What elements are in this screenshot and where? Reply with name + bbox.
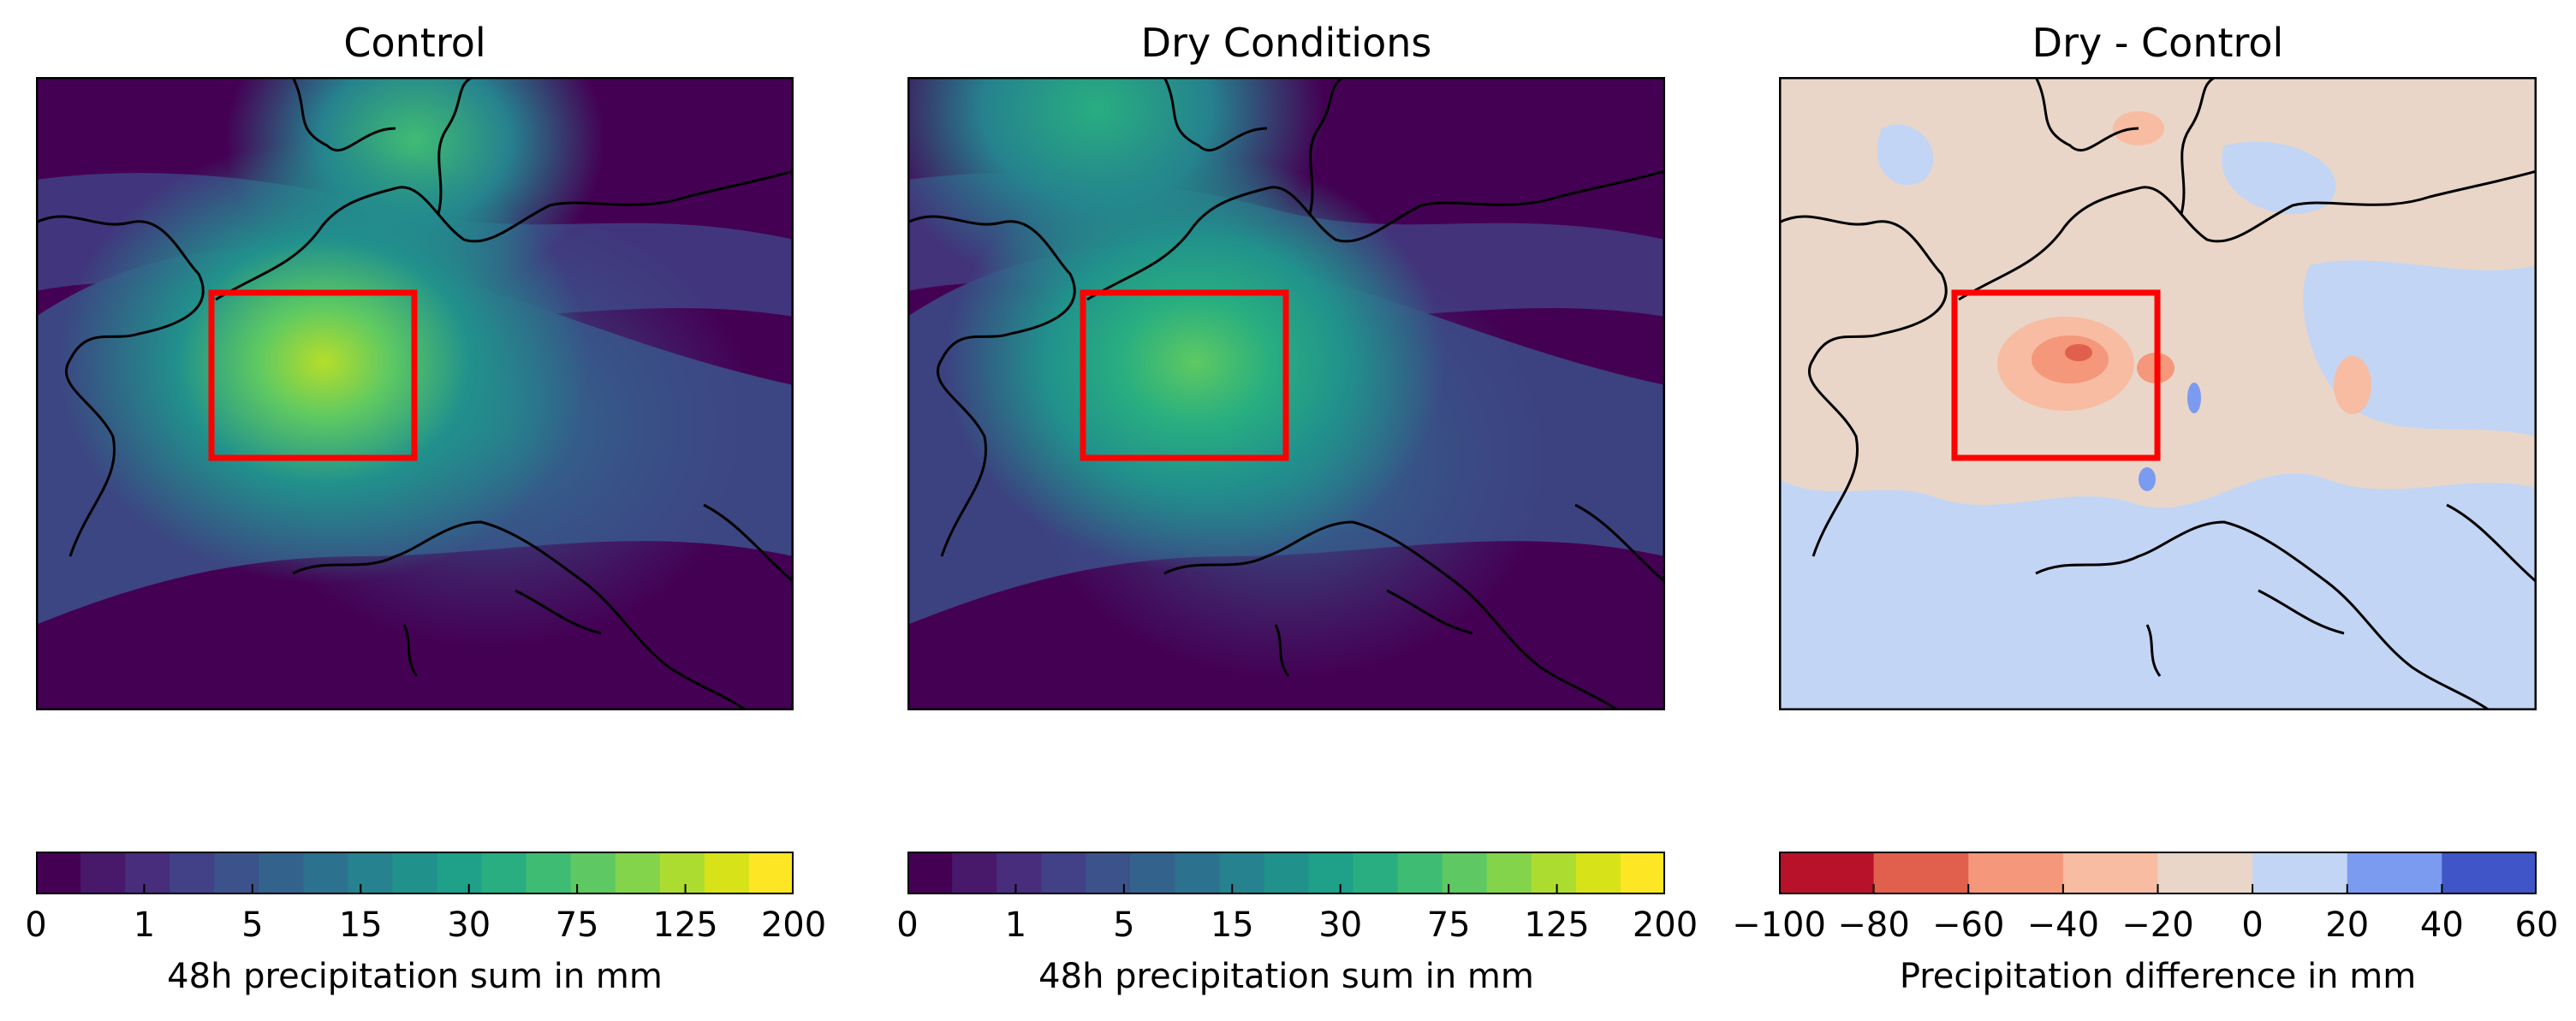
coastlines bbox=[1779, 77, 2537, 710]
colorbar-tick-label: −40 bbox=[2026, 905, 2100, 945]
colorbar-segment bbox=[1397, 852, 1443, 894]
colorbar-segment bbox=[36, 852, 81, 894]
coastlines bbox=[907, 77, 1665, 710]
colorbar-tick-label: 200 bbox=[1632, 905, 1698, 945]
colorbar-tick-label: 30 bbox=[447, 905, 491, 945]
colorbar-segment bbox=[80, 852, 126, 894]
colorbar-tick-label: 60 bbox=[2514, 905, 2559, 945]
colorbar-segment bbox=[1219, 852, 1264, 894]
colorbar-segment bbox=[659, 852, 705, 894]
colorbar-tick-label: 0 bbox=[896, 905, 919, 945]
colorbar-tick-label: 20 bbox=[2325, 905, 2370, 945]
colorbar-frame bbox=[907, 852, 1665, 894]
colorbar-segment bbox=[303, 852, 348, 894]
coastlines bbox=[36, 77, 794, 710]
colorbar-tick-label: 0 bbox=[25, 905, 47, 945]
colorbar-tick-label: 40 bbox=[2419, 905, 2464, 945]
colorbar-segment bbox=[259, 852, 304, 894]
colorbar-tick-label: 5 bbox=[1113, 905, 1135, 945]
colorbar-segment bbox=[170, 852, 215, 894]
map-dry-conditions bbox=[907, 77, 1665, 710]
colorbar-label-control: 48h precipitation sum in mm bbox=[167, 957, 663, 996]
map-control bbox=[36, 77, 794, 710]
colorbar-segment bbox=[1041, 852, 1086, 894]
colorbar-segment bbox=[1175, 852, 1220, 894]
colorbar-segment bbox=[2062, 852, 2158, 894]
colorbar-segment bbox=[748, 852, 794, 894]
colorbar-tick-label: 15 bbox=[1210, 905, 1254, 945]
colorbar-segment bbox=[704, 852, 750, 894]
colorbar-segment bbox=[1968, 852, 2064, 894]
map-dry-minus-control bbox=[1779, 77, 2537, 710]
colorbar-segment bbox=[1779, 852, 1875, 894]
colorbar-segment bbox=[996, 852, 1042, 894]
colorbar-tick-label: 200 bbox=[760, 905, 827, 945]
colorbar-tick-label: 0 bbox=[2241, 905, 2264, 945]
colorbar-tick-label: −80 bbox=[1837, 905, 1910, 945]
colorbar-tick-label: 5 bbox=[241, 905, 264, 945]
diff-region-negative bbox=[1877, 124, 1934, 186]
colorbar-tick-label: −20 bbox=[2121, 905, 2194, 945]
colorbar-tick-label: 15 bbox=[338, 905, 383, 945]
colorbar-segment bbox=[392, 852, 438, 894]
colorbar-segment bbox=[348, 852, 393, 894]
diff-region-negative bbox=[2222, 141, 2336, 215]
colorbar-tick-label: 125 bbox=[652, 905, 718, 945]
colorbar-segment bbox=[615, 852, 661, 894]
colorbar-tick-label: 75 bbox=[555, 905, 599, 945]
map-frame bbox=[36, 77, 794, 710]
colorbar-tick-label: −60 bbox=[1932, 905, 2005, 945]
colorbar-segment bbox=[1264, 852, 1310, 894]
colorbar-segment bbox=[1308, 852, 1354, 894]
diff-region-drying bbox=[2334, 356, 2371, 414]
diff-region-wetting bbox=[2187, 383, 2201, 413]
colorbar-frame bbox=[36, 852, 794, 894]
colorbar-segment bbox=[2252, 852, 2348, 894]
colorbar-tick-label: 1 bbox=[1004, 905, 1027, 945]
colorbar-segment bbox=[1442, 852, 1488, 894]
colorbar-control bbox=[36, 852, 794, 894]
colorbar-segment bbox=[1575, 852, 1621, 894]
colorbar-dry-conditions bbox=[907, 852, 1665, 894]
map-frame bbox=[907, 77, 1665, 710]
region-highlight-box bbox=[208, 289, 418, 461]
colorbar-segment bbox=[1486, 852, 1532, 894]
colorbar-segment bbox=[952, 852, 997, 894]
colorbar-tick-label: 1 bbox=[133, 905, 156, 945]
colorbar-segment bbox=[125, 852, 170, 894]
colorbar-label-difference: Precipitation difference in mm bbox=[1899, 957, 2417, 996]
colorbar-segment bbox=[526, 852, 572, 894]
colorbar-tick-label: 75 bbox=[1426, 905, 1471, 945]
map-frame bbox=[1779, 77, 2537, 710]
colorbar-segment bbox=[1620, 852, 1665, 894]
colorbar-segment bbox=[1130, 852, 1175, 894]
panel-title-dry-minus-control: Dry - Control bbox=[2032, 20, 2284, 66]
colorbar-segment bbox=[1531, 852, 1577, 894]
colorbar-segment bbox=[907, 852, 953, 894]
colorbar-difference bbox=[1779, 852, 2537, 894]
colorbar-tick-label: 125 bbox=[1524, 905, 1590, 945]
colorbar-segment bbox=[2157, 852, 2253, 894]
colorbar-tick-label: 30 bbox=[1318, 905, 1363, 945]
region-highlight-box bbox=[1951, 289, 2161, 461]
colorbar-segment bbox=[1353, 852, 1399, 894]
colorbar-label-dry-conditions: 48h precipitation sum in mm bbox=[1038, 957, 1534, 996]
colorbar-segment bbox=[1873, 852, 1969, 894]
diff-region-drying bbox=[2065, 344, 2092, 361]
diff-region-wetting bbox=[2139, 467, 2156, 491]
panel-title-control: Control bbox=[343, 20, 486, 66]
colorbar-segment bbox=[481, 852, 527, 894]
diff-region-drying bbox=[2032, 335, 2109, 383]
region-highlight-box bbox=[1080, 289, 1289, 461]
colorbar-tick-label: −100 bbox=[1732, 905, 1826, 945]
colorbar-segment bbox=[2442, 852, 2537, 894]
colorbar-segment bbox=[437, 852, 483, 894]
colorbar-segment bbox=[570, 852, 616, 894]
panel-title-dry-conditions: Dry Conditions bbox=[1140, 20, 1432, 66]
colorbar-segment bbox=[2347, 852, 2442, 894]
